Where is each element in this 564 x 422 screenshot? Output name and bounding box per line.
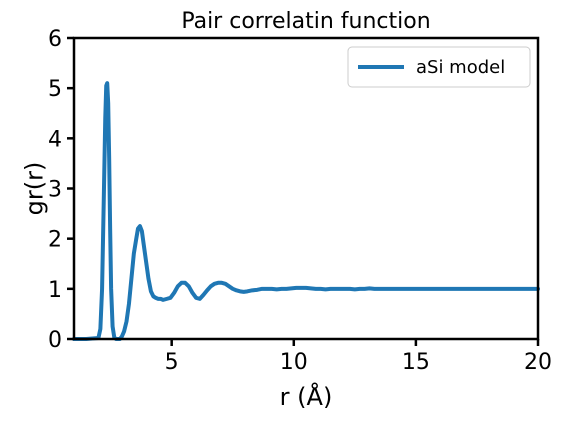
series-line-0	[72, 81, 540, 341]
y-tick-label: 2	[48, 228, 62, 253]
legend: aSi model	[347, 46, 531, 88]
x-tick-label: 20	[524, 350, 552, 375]
y-tick-label: 6	[48, 27, 62, 52]
x-tick-label: 5	[165, 350, 179, 375]
y-tick-label: 4	[48, 127, 62, 152]
legend-box	[347, 46, 531, 88]
y-tick-label: 0	[48, 328, 62, 353]
y-tick-label: 1	[48, 278, 62, 303]
y-tick-label: 3	[48, 178, 62, 203]
x-axis-title: r (Å)	[280, 382, 333, 411]
y-tick-label: 5	[48, 77, 62, 102]
x-tick-label: 15	[402, 350, 430, 375]
chart-title: Pair correlatin function	[181, 9, 430, 34]
ticks: 5 10 15 20 0 1 2 3 4 5 6	[48, 27, 552, 375]
y-axis-title: gr(r)	[20, 162, 48, 216]
x-tick-label: 10	[280, 350, 308, 375]
series-layer	[72, 81, 540, 341]
legend-label: aSi model	[416, 57, 505, 78]
